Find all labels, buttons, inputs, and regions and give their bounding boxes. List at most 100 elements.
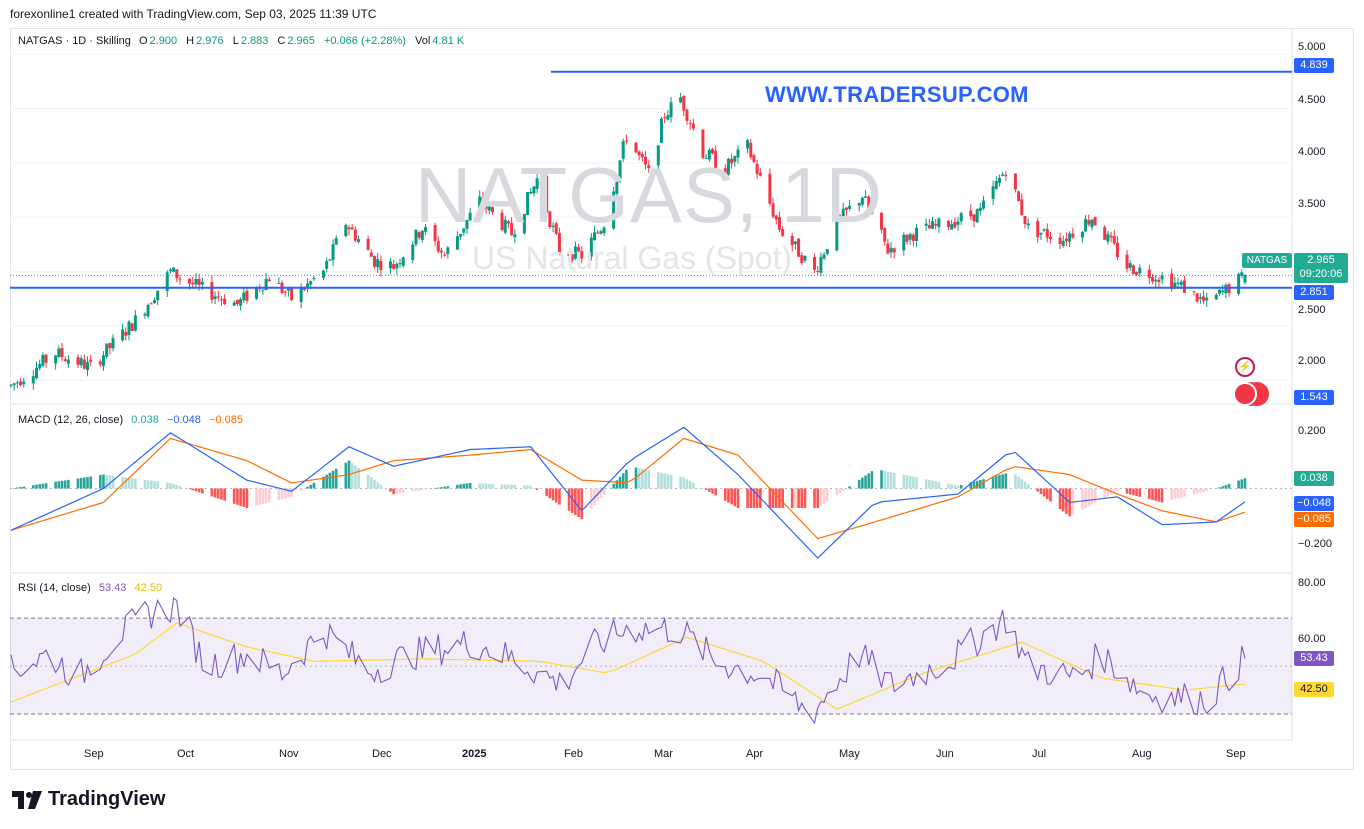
tradingview-logo-icon (12, 790, 42, 809)
macd-hist-bar (392, 488, 395, 495)
candle-body (790, 235, 794, 246)
candle-body (637, 151, 641, 156)
candle-body (621, 141, 625, 159)
time-label: Sep (1226, 748, 1246, 760)
macd-hist-bar (937, 481, 941, 489)
candle-body (927, 225, 931, 229)
support-level-tag: 2.851 (1294, 285, 1334, 300)
candle-body (835, 215, 839, 251)
price-tick: 3.500 (1298, 198, 1326, 210)
macd-hist-bar (1237, 480, 1240, 489)
candle-body (392, 264, 396, 270)
macd-hist-bar (165, 482, 169, 489)
watermark-symbol: NATGAS, 1D (415, 151, 883, 239)
candle-body (771, 203, 775, 217)
macd-hist-bar (401, 488, 405, 493)
candle-body (143, 313, 147, 316)
macd-hist-bar (902, 474, 906, 489)
macd-hist-bar (76, 478, 80, 489)
macd-hist-bar (264, 488, 268, 504)
macd-hist-bar (596, 488, 600, 502)
macd-hist-bar (1116, 488, 1119, 492)
macd-hist-bar (79, 477, 83, 489)
candle-body (66, 359, 70, 364)
macd-hist-bar (1160, 488, 1164, 503)
rsi-ma-tag: 42.50 (1294, 682, 1334, 697)
macd-hist-bar (357, 467, 360, 489)
macd-hist-bar (178, 486, 182, 489)
legend-volume: 4.81 K (432, 35, 465, 47)
macd-hist-bar (905, 475, 909, 489)
candle-body (1068, 233, 1072, 242)
macd-hist-bar (389, 488, 392, 492)
macd-hist-bar (350, 463, 354, 489)
candle-body (889, 247, 893, 253)
candle-body (704, 157, 708, 159)
candle-body (554, 223, 558, 234)
candle-body (596, 232, 600, 234)
candle-body (593, 232, 597, 241)
macd-hist-bar (309, 484, 313, 489)
macd-hist-bar (1090, 488, 1094, 505)
candle-body (312, 278, 316, 280)
candle-body (31, 376, 35, 384)
legend-volume-label: Vol (414, 35, 431, 47)
macd-hist-bar (781, 488, 784, 508)
macd-hist-bar (969, 482, 973, 489)
lightning-icon[interactable]: ⚡ (1235, 357, 1255, 377)
us-flag-icon[interactable] (1233, 382, 1257, 406)
macd-legend[interactable]: MACD (12, 26, close) 0.038 −0.048 −0.085 (18, 414, 245, 426)
macd-hist-bar (299, 488, 303, 491)
price-tick: 5.000 (1298, 41, 1326, 53)
candle-body (557, 232, 561, 253)
candle-body (436, 241, 440, 252)
candle-body (213, 296, 217, 299)
candle-body (522, 213, 526, 234)
candle-body (22, 381, 26, 385)
macd-hist-bar (446, 486, 450, 489)
tradingview-logo[interactable]: TradingView (12, 788, 165, 811)
candle-body (76, 357, 80, 365)
candle-body (38, 363, 42, 369)
macd-hist-bar (953, 485, 957, 489)
candle-body (98, 361, 102, 365)
candle-body (63, 359, 67, 362)
candle-body (156, 290, 160, 301)
candle-body (982, 200, 986, 209)
macd-hist-bar (883, 470, 886, 489)
macd-hist-bar (736, 488, 740, 508)
macd-hist-bar (1103, 488, 1107, 498)
macd-hist-bar (813, 488, 816, 508)
macd-hist-bar (1039, 488, 1043, 495)
macd-hist-bar (156, 481, 159, 489)
macd-hist-bar (1205, 488, 1209, 491)
candle-body (54, 355, 58, 364)
candle-body (825, 249, 829, 254)
candle-body (781, 228, 785, 236)
candle-body (395, 263, 399, 269)
candle-body (321, 270, 325, 278)
macd-hist-bar (169, 482, 172, 489)
macd-hist-bar (886, 471, 890, 489)
candle-body (1023, 216, 1027, 225)
candle-body (946, 220, 950, 227)
candle-body (417, 232, 421, 238)
candle-body (433, 225, 437, 242)
price-legend[interactable]: NATGAS · 1D · Skilling O 2.900 H 2.976 L 2.… (18, 35, 470, 47)
candle-body (302, 288, 306, 291)
candle-body (513, 234, 517, 238)
candle-body (663, 117, 667, 119)
macd-hist-bar (730, 488, 733, 505)
candle-body (506, 221, 510, 224)
macd-hist-bar (688, 480, 692, 489)
candle-body (235, 299, 239, 304)
candle-body (15, 382, 19, 384)
rsi-legend[interactable]: RSI (14, close) 53.43 42.50 (18, 582, 164, 594)
candle-body (1071, 233, 1075, 238)
candle-body (707, 149, 711, 160)
macd-hist-bar (223, 488, 226, 501)
macd-hist-bar (395, 488, 399, 494)
chart-frame[interactable] (10, 28, 1354, 770)
candle-body (883, 227, 887, 242)
